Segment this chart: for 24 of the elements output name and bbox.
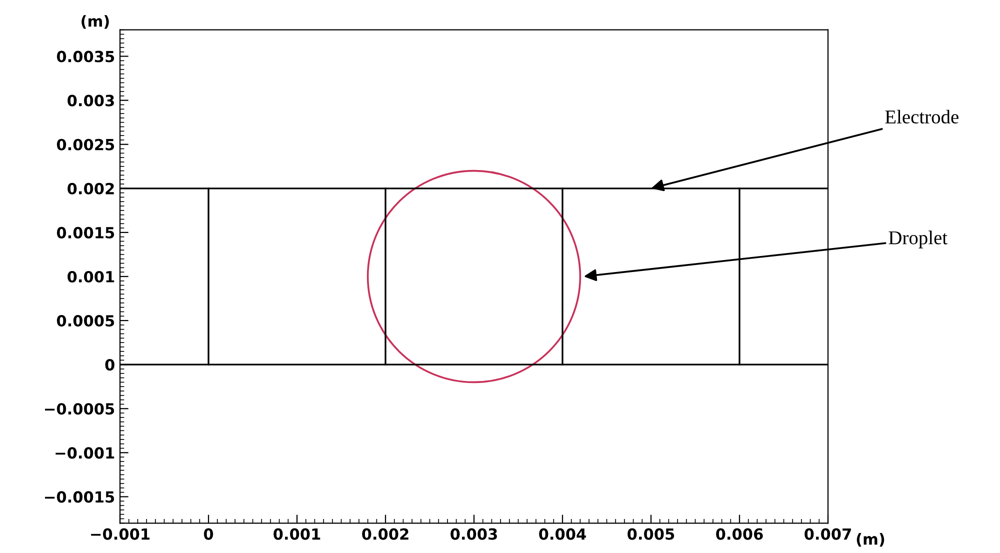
y-axis-title: (m) [82,15,109,29]
y-tick-label: 0.0015 [56,226,114,238]
x-tick-label: −0.001 [91,528,150,540]
y-tick-label: 0.0005 [56,315,114,327]
x-tick-label: 0.007 [804,528,851,540]
y-tick-label: 0.001 [68,270,114,283]
y-tick-label: 0 [105,359,114,371]
x-tick-label: 0.006 [716,528,763,540]
x-tick-label: 0.005 [628,528,674,540]
y-tick-label: 0.002 [68,182,114,194]
x-tick-label: 0.003 [450,528,497,540]
y-tick-label: −0.0015 [45,491,114,503]
y-tick-label: 0.0025 [56,138,114,150]
text: Droplet [888,230,948,248]
x-tick-label: 0.002 [362,528,408,540]
x-tick-label: 0.004 [539,528,586,540]
y-tick-label: −0.001 [56,447,114,459]
y-tick-label: −0.0005 [45,403,114,415]
y-tick-label: 0.003 [68,94,114,106]
x-axis-title: (m) [856,533,884,547]
x-tick-label: 0 [204,528,214,540]
annotation: Electrode [885,110,958,124]
y-tick-label: 0.0035 [56,50,114,62]
x-tick-label: 0.001 [274,528,320,540]
